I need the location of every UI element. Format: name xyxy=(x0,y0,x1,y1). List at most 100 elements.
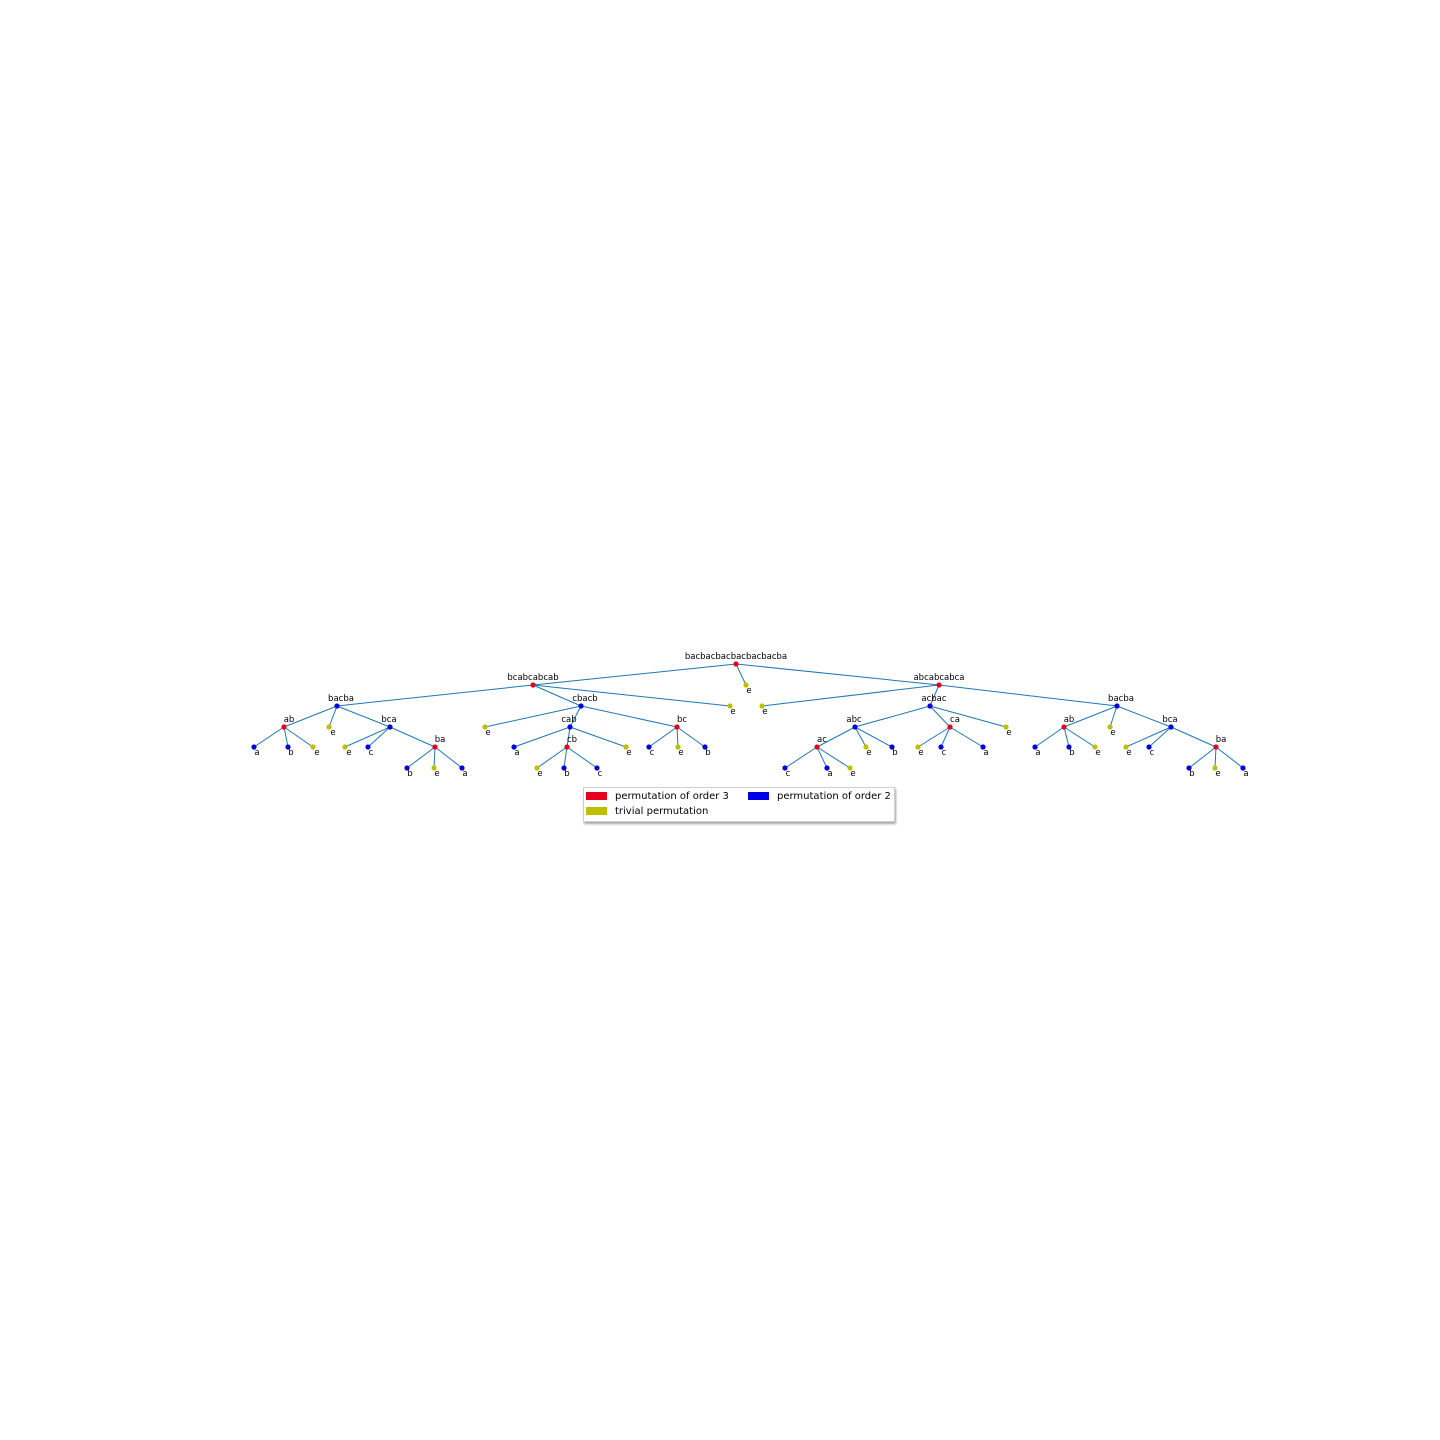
tree-node-order2 xyxy=(459,765,465,771)
tree-node-trivial xyxy=(743,682,749,688)
tree-node-label: b xyxy=(1189,769,1194,779)
tree-edge xyxy=(1034,726,1065,748)
tree-node-order2 xyxy=(511,744,517,750)
tree-edge xyxy=(1170,726,1217,748)
tree-edge xyxy=(940,726,951,748)
tree-node-order3 xyxy=(674,724,680,730)
tree-node-order2 xyxy=(1146,744,1152,750)
tree-node-label: a xyxy=(827,769,832,779)
tree-edge xyxy=(761,684,940,707)
tree-edge xyxy=(344,726,391,748)
tree-edge xyxy=(929,684,940,707)
tree-node-order3 xyxy=(1061,724,1067,730)
tree-edge xyxy=(532,663,737,686)
tree-node-label: e xyxy=(434,769,439,779)
tree-node-order2 xyxy=(251,744,257,750)
tree-node-order2 xyxy=(1032,744,1038,750)
tree-node-trivial xyxy=(342,744,348,750)
tree-node-trivial xyxy=(759,703,765,709)
tree-node-order2 xyxy=(285,744,291,750)
tree-node-label: e xyxy=(730,707,735,717)
tree-node-label: cbacb xyxy=(572,694,597,704)
tree-node-label: b xyxy=(892,748,897,758)
tree-node-label: e xyxy=(314,748,319,758)
tree-node-label: acbac xyxy=(921,694,946,704)
tree-edge xyxy=(816,746,828,769)
tree-edge xyxy=(336,684,534,707)
tree-node-order2 xyxy=(702,744,708,750)
tree-node-label: e xyxy=(866,748,871,758)
tree-node-label: e xyxy=(346,748,351,758)
tree-node-trivial xyxy=(623,744,629,750)
tree-node-label: c xyxy=(598,769,603,779)
tree-node-label: e xyxy=(762,707,767,717)
tree-edge xyxy=(1215,746,1244,769)
tree-node-order3 xyxy=(936,682,942,688)
tree-node-trivial xyxy=(1003,724,1009,730)
tree-node-order3 xyxy=(432,744,438,750)
tree-node-label: c xyxy=(942,748,947,758)
tree-node-trivial xyxy=(675,744,681,750)
tree-node-label: c xyxy=(1150,748,1155,758)
tree-node-label: e xyxy=(1006,728,1011,738)
tree-edge xyxy=(434,746,463,769)
tree-edge xyxy=(854,726,893,748)
tree-edges xyxy=(253,663,1244,769)
tree-node-order3 xyxy=(1213,744,1219,750)
legend-swatch-blue xyxy=(748,792,769,800)
tree-node-label: ba xyxy=(1216,735,1227,745)
tree-node-label: a xyxy=(462,769,467,779)
tree-edge xyxy=(569,726,627,748)
legend-item-order2: permutation of order 2 xyxy=(748,789,891,803)
tree-node-label: c xyxy=(650,748,655,758)
tree-node-label: ab xyxy=(1064,715,1075,725)
tree-node-trivial xyxy=(863,744,869,750)
tree-node-label: bacba xyxy=(1108,694,1134,704)
tree-node-order2 xyxy=(1114,703,1120,709)
tree-node-order2 xyxy=(927,703,933,709)
tree-node-label: ca xyxy=(950,715,960,725)
tree-edge xyxy=(735,663,747,686)
tree-node-label: c xyxy=(786,769,791,779)
tree-edge xyxy=(1148,726,1172,748)
tree-node-label: e xyxy=(485,728,490,738)
tree-edge xyxy=(1214,746,1217,769)
tree-node-label: a xyxy=(1243,769,1248,779)
tree-node-trivial xyxy=(1107,724,1113,730)
tree-node-label: bca xyxy=(381,715,396,725)
legend: permutation of order 3 permutation of or… xyxy=(583,787,895,822)
tree-node-order3 xyxy=(564,744,570,750)
tree-edge xyxy=(253,726,285,748)
tree-node-label: cab xyxy=(561,715,576,725)
tree-edge xyxy=(484,705,582,728)
tree-node-label: a xyxy=(983,748,988,758)
tree-node-label: e xyxy=(330,728,335,738)
tree-node-trivial xyxy=(1123,744,1129,750)
tree-node-label: e xyxy=(1126,748,1131,758)
legend-item-order3: permutation of order 3 xyxy=(586,789,729,803)
tree-edge xyxy=(569,705,582,728)
tree-node-order2 xyxy=(824,765,830,771)
tree-node-trivial xyxy=(431,765,437,771)
tree-edge xyxy=(389,726,436,748)
tree-node-label: e xyxy=(918,748,923,758)
tree-node-label: cb xyxy=(567,735,577,745)
tree-node-label: e xyxy=(537,769,542,779)
tree-node-order3 xyxy=(733,661,739,667)
tree-edge xyxy=(406,746,436,769)
tree-node-order2 xyxy=(1186,765,1192,771)
tree-node-order2 xyxy=(980,744,986,750)
tree-node-label: b xyxy=(1069,748,1074,758)
tree-edge xyxy=(336,705,391,728)
tree-node-label: b xyxy=(407,769,412,779)
tree-node-label: ab xyxy=(284,715,295,725)
tree-node-order2 xyxy=(889,744,895,750)
tree-node-order2 xyxy=(938,744,944,750)
tree-node-label: e xyxy=(678,748,683,758)
tree-edge xyxy=(283,726,289,748)
tree-node-label: abcabcabca xyxy=(913,673,964,683)
tree-edge xyxy=(1188,746,1217,769)
tree-node-label: abc xyxy=(846,715,862,725)
tree-node-label: e xyxy=(746,686,751,696)
tree-edge xyxy=(563,746,568,769)
